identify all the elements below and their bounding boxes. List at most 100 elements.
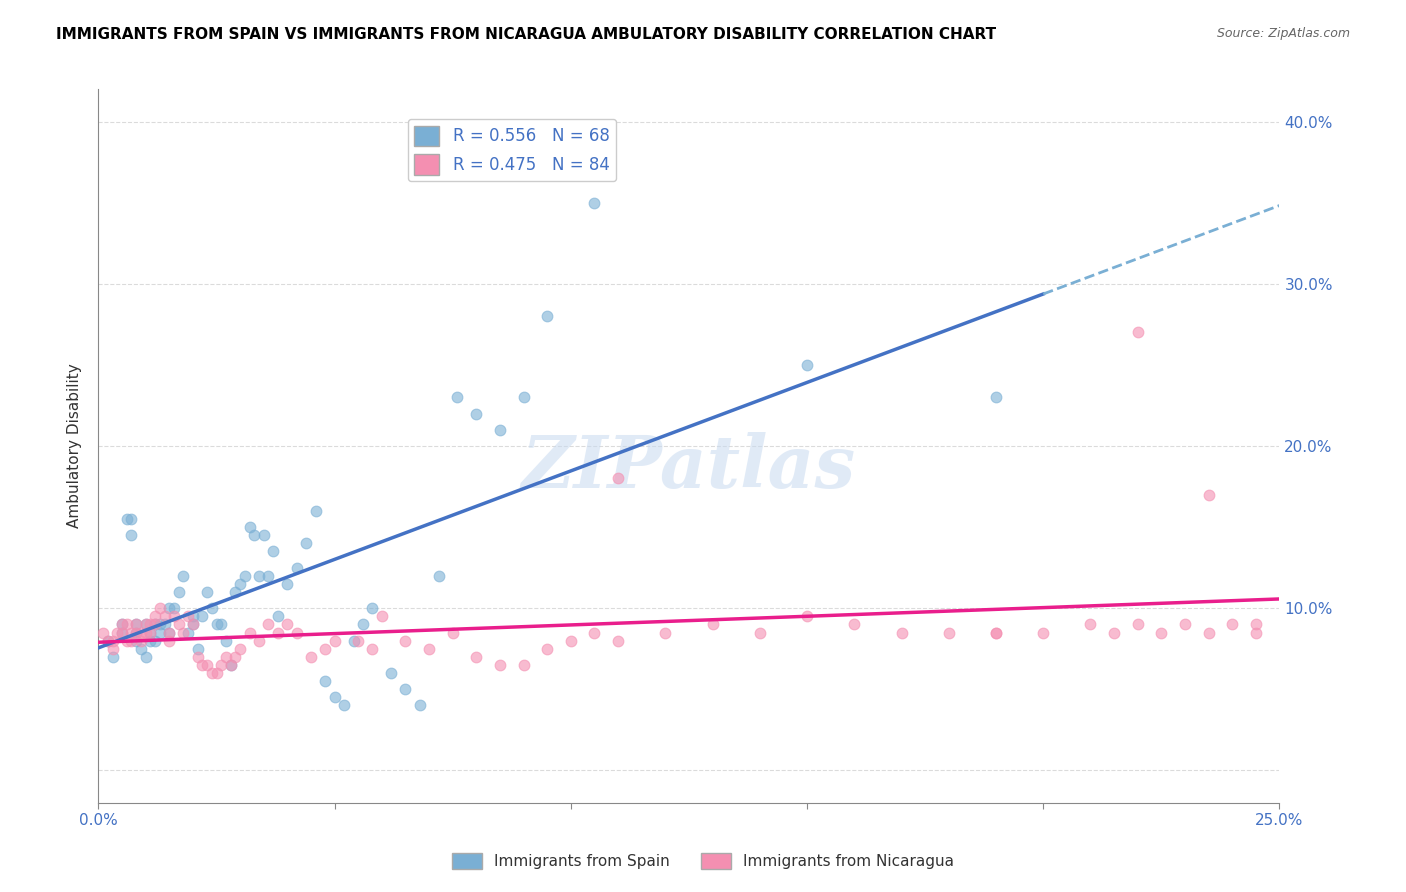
Point [536, 641, 558, 656]
Point [149, 617, 172, 632]
Point [285, 625, 308, 640]
Point [219, 657, 242, 672]
Point [167, 617, 190, 632]
Point [157, 625, 180, 640]
Point [314, 674, 336, 689]
Point [247, 568, 270, 582]
Point [201, 666, 224, 681]
Point [394, 682, 416, 697]
Point [139, 633, 162, 648]
Point [181, 617, 204, 632]
Point [1220, 617, 1243, 632]
Point [219, 657, 242, 672]
Point [172, 568, 194, 582]
Point [1102, 625, 1125, 640]
Point [205, 617, 228, 632]
Point [129, 625, 152, 640]
Point [101, 633, 124, 648]
Point [177, 625, 200, 640]
Point [1080, 617, 1102, 632]
Point [163, 609, 186, 624]
Point [181, 609, 204, 624]
Point [191, 609, 214, 624]
Point [314, 641, 336, 656]
Point [333, 698, 356, 713]
Point [1244, 625, 1267, 640]
Point [796, 609, 818, 624]
Point [91, 625, 114, 640]
Point [257, 568, 280, 582]
Point [583, 625, 606, 640]
Text: ZIPatlas: ZIPatlas [522, 432, 856, 503]
Point [224, 649, 246, 664]
Point [149, 625, 172, 640]
Point [267, 609, 290, 624]
Point [101, 649, 124, 664]
Point [115, 512, 138, 526]
Point [201, 601, 224, 615]
Point [229, 641, 252, 656]
Point [418, 641, 440, 656]
Point [139, 625, 162, 640]
Point [984, 625, 1007, 640]
Point [101, 641, 124, 656]
Point [323, 690, 346, 705]
Point [125, 617, 148, 632]
Point [153, 617, 176, 632]
Point [121, 512, 143, 526]
Point [121, 633, 143, 648]
Point [239, 520, 262, 534]
Point [1126, 326, 1149, 340]
Point [239, 625, 262, 640]
Point [890, 625, 912, 640]
Point [111, 625, 134, 640]
Point [427, 568, 450, 582]
Point [295, 536, 318, 550]
Point [163, 601, 186, 615]
Point [143, 609, 166, 624]
Point [209, 617, 232, 632]
Point [352, 617, 374, 632]
Point [489, 423, 512, 437]
Point [97, 633, 120, 648]
Point [243, 528, 266, 542]
Text: IMMIGRANTS FROM SPAIN VS IMMIGRANTS FROM NICARAGUA AMBULATORY DISABILITY CORRELA: IMMIGRANTS FROM SPAIN VS IMMIGRANTS FROM… [56, 27, 997, 42]
Point [1150, 625, 1173, 640]
Point [153, 609, 176, 624]
Point [323, 633, 346, 648]
Point [111, 625, 134, 640]
Point [139, 625, 162, 640]
Point [157, 601, 180, 615]
Legend: Immigrants from Spain, Immigrants from Nicaragua: Immigrants from Spain, Immigrants from N… [446, 847, 960, 875]
Point [380, 666, 402, 681]
Point [371, 609, 394, 624]
Text: Source: ZipAtlas.com: Source: ZipAtlas.com [1216, 27, 1350, 40]
Point [607, 471, 630, 485]
Point [285, 560, 308, 574]
Point [276, 617, 298, 632]
Point [139, 617, 162, 632]
Point [984, 390, 1007, 404]
Point [938, 625, 960, 640]
Point [149, 601, 172, 615]
Point [1032, 625, 1054, 640]
Point [135, 617, 157, 632]
Point [167, 585, 190, 599]
Point [233, 568, 256, 582]
Point [195, 657, 218, 672]
Point [394, 633, 416, 648]
Point [143, 617, 166, 632]
Point [253, 528, 276, 542]
Point [1126, 617, 1149, 632]
Point [583, 195, 606, 210]
Point [195, 585, 218, 599]
Point [135, 617, 157, 632]
Point [276, 577, 298, 591]
Point [1198, 625, 1220, 640]
Point [191, 657, 214, 672]
Point [187, 641, 209, 656]
Point [181, 617, 204, 632]
Point [342, 633, 364, 648]
Point [135, 625, 157, 640]
Y-axis label: Ambulatory Disability: Ambulatory Disability [67, 364, 83, 528]
